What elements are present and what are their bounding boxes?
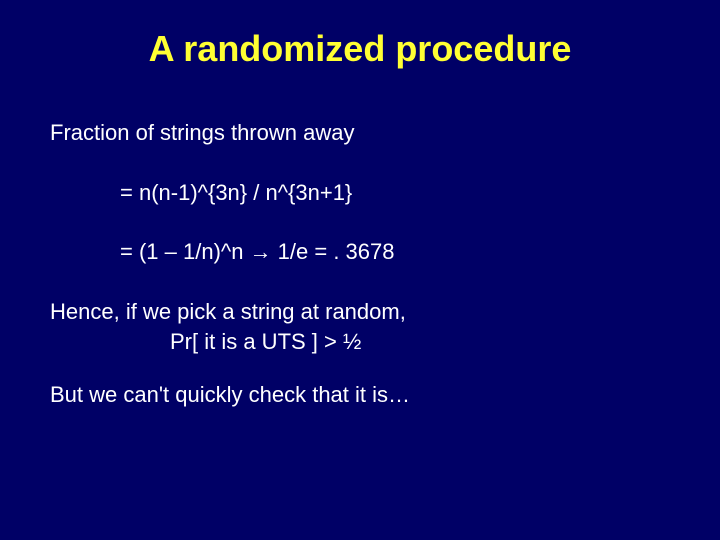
body-line-5: But we can't quickly check that it is… xyxy=(50,380,670,410)
body-line-1: = n(n-1)^{3n} / n^{3n+1} xyxy=(120,178,670,208)
body-line-4: Pr[ it is a UTS ] > ½ xyxy=(170,327,670,357)
body-line-3: Hence, if we pick a string at random, xyxy=(50,297,670,327)
body-line-0: Fraction of strings thrown away xyxy=(50,118,670,148)
slide: A randomized procedure Fraction of strin… xyxy=(0,0,720,540)
slide-title: A randomized procedure xyxy=(50,28,670,70)
body-line-2: = (1 – 1/n)^n → 1/e = . 3678 xyxy=(120,237,670,267)
